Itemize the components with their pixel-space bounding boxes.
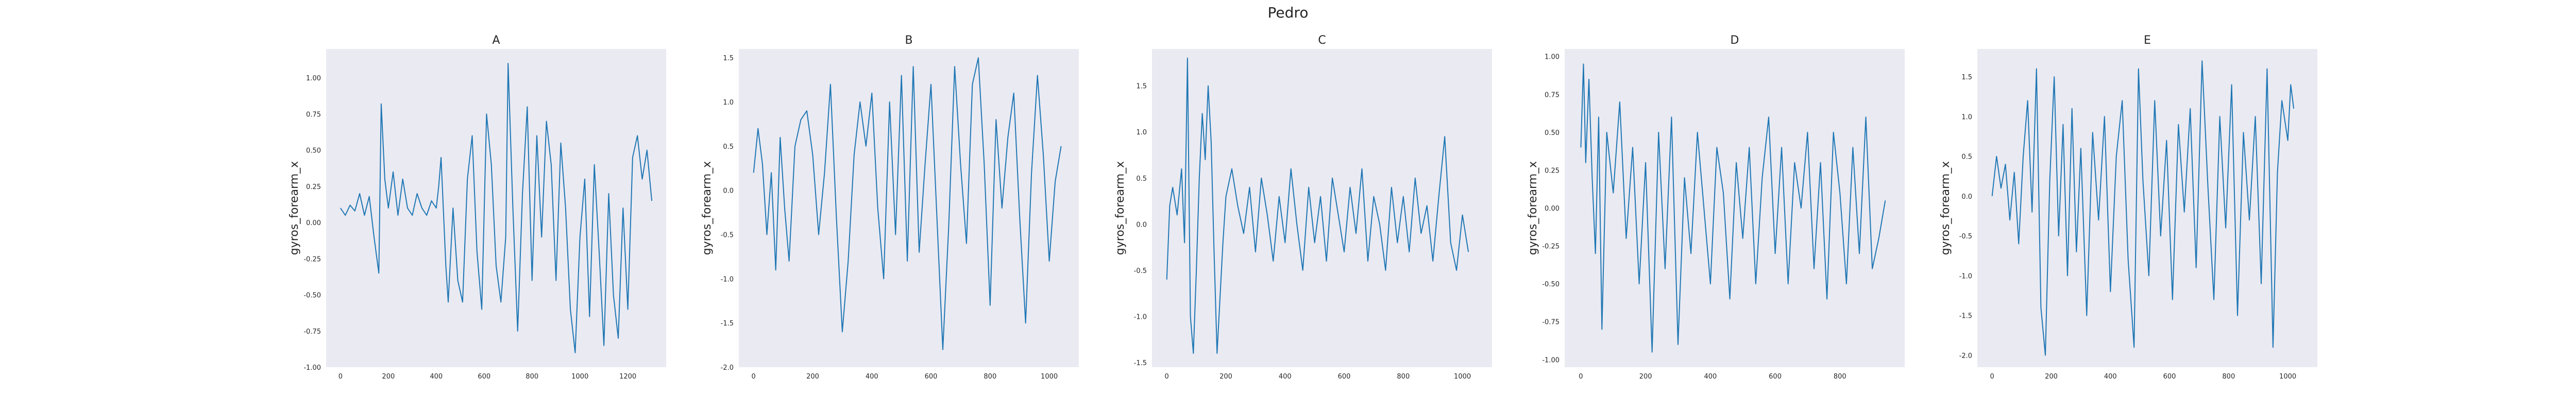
- y-tick-label: 1.00: [1545, 54, 1560, 61]
- y-tick-label: -1.5: [721, 320, 734, 328]
- x-tick-label: 400: [1704, 373, 1717, 381]
- y-tick-label: 0.5: [1961, 153, 1972, 161]
- x-tick-label: 600: [1769, 373, 1782, 381]
- x-tick-label: 200: [2045, 373, 2058, 381]
- y-axis-label: gyros_forearm_x: [288, 161, 301, 255]
- x-tick-label: 0: [752, 373, 756, 381]
- series-line: [340, 63, 653, 353]
- y-tick-label: -1.5: [1134, 359, 1147, 367]
- x-tick-label: 400: [430, 373, 443, 381]
- x-tick-label: 1000: [571, 373, 588, 381]
- chart-title: A: [492, 34, 500, 47]
- y-tick-label: 0.0: [1136, 221, 1147, 229]
- chart-title: E: [2144, 34, 2151, 47]
- y-tick-label: -0.25: [1542, 243, 1560, 251]
- x-tick-label: 800: [2222, 373, 2235, 381]
- y-tick-label: 0.50: [1545, 129, 1560, 137]
- x-tick-label: 0: [1579, 373, 1583, 381]
- y-tick-label: -0.75: [303, 328, 321, 336]
- y-tick-label: -0.50: [303, 292, 321, 300]
- x-tick-label: 1000: [1454, 373, 1471, 381]
- y-tick-label: 0.0: [723, 187, 734, 195]
- y-tick-label: -0.5: [1134, 267, 1147, 275]
- chart-title: C: [1318, 34, 1326, 47]
- y-axis-label: gyros_forearm_x: [1114, 161, 1127, 255]
- y-axis-label: gyros_forearm_x: [701, 161, 714, 255]
- plot-area: [326, 49, 666, 367]
- x-tick-label: 0: [338, 373, 343, 381]
- y-tick-label: 0.50: [306, 147, 321, 155]
- x-tick-label: 800: [526, 373, 538, 381]
- series-line: [1991, 60, 2295, 356]
- x-tick-label: 1200: [619, 373, 636, 381]
- y-axis-label: gyros_forearm_x: [1527, 161, 1539, 255]
- y-tick-label: 0.5: [723, 143, 734, 151]
- y-tick-label: 1.5: [723, 55, 734, 62]
- x-tick-label: 600: [925, 373, 938, 381]
- x-tick-label: 600: [478, 373, 490, 381]
- figure-suptitle: Pedro: [1268, 4, 1309, 21]
- y-tick-label: -1.00: [303, 364, 321, 372]
- y-tick-label: -1.00: [1542, 356, 1560, 364]
- plot-area: [1565, 49, 1905, 367]
- y-tick-label: 0.0: [1961, 193, 1972, 201]
- x-tick-label: 200: [806, 373, 819, 381]
- y-tick-label: 1.5: [1136, 83, 1147, 91]
- x-tick-label: 1000: [1041, 373, 1058, 381]
- x-tick-label: 400: [2104, 373, 2117, 381]
- x-tick-label: 200: [382, 373, 395, 381]
- x-tick-label: 600: [2163, 373, 2176, 381]
- y-tick-label: -0.5: [1959, 233, 1972, 241]
- x-tick-label: 400: [866, 373, 878, 381]
- series-line: [753, 57, 1062, 350]
- y-tick-label: 0.25: [1545, 167, 1560, 175]
- x-tick-label: 200: [1219, 373, 1232, 381]
- y-tick-label: -2.0: [1959, 352, 1972, 360]
- x-tick-label: 0: [1990, 373, 1994, 381]
- chart-title: B: [905, 34, 912, 47]
- series-line: [1580, 63, 1886, 353]
- x-tick-label: 200: [1639, 373, 1652, 381]
- y-tick-label: 1.5: [1961, 74, 1972, 81]
- y-tick-label: 0.25: [306, 183, 321, 191]
- y-tick-label: 0.00: [306, 219, 321, 227]
- y-tick-label: 0.00: [1545, 205, 1560, 213]
- x-tick-label: 800: [1397, 373, 1410, 381]
- y-tick-label: -0.75: [1542, 319, 1560, 327]
- y-tick-label: -1.0: [721, 276, 734, 283]
- y-tick-label: -0.25: [303, 255, 321, 263]
- x-tick-label: 400: [1279, 373, 1292, 381]
- y-tick-label: -2.0: [721, 364, 734, 372]
- plot-area: [1977, 49, 2317, 367]
- x-tick-label: 1000: [2279, 373, 2296, 381]
- y-tick-label: -0.50: [1542, 281, 1560, 288]
- series-line: [1166, 57, 1469, 354]
- y-tick-label: 1.0: [1136, 129, 1147, 136]
- y-tick-label: 0.5: [1136, 175, 1147, 183]
- y-tick-label: 0.75: [1545, 91, 1560, 99]
- x-tick-label: 800: [1834, 373, 1846, 381]
- chart-title: D: [1731, 34, 1739, 47]
- y-axis-label: gyros_forearm_x: [1939, 161, 1952, 255]
- y-tick-label: -1.5: [1959, 313, 1972, 320]
- y-tick-label: -1.0: [1134, 313, 1147, 321]
- x-tick-label: 0: [1165, 373, 1169, 381]
- x-tick-label: 800: [984, 373, 996, 381]
- y-tick-label: 1.0: [723, 99, 734, 107]
- x-tick-label: 600: [1338, 373, 1351, 381]
- y-tick-label: -1.0: [1959, 272, 1972, 280]
- y-tick-label: 1.0: [1961, 113, 1972, 121]
- y-tick-label: -0.5: [721, 232, 734, 239]
- y-tick-label: 0.75: [306, 111, 321, 118]
- y-tick-label: 1.00: [306, 75, 321, 82]
